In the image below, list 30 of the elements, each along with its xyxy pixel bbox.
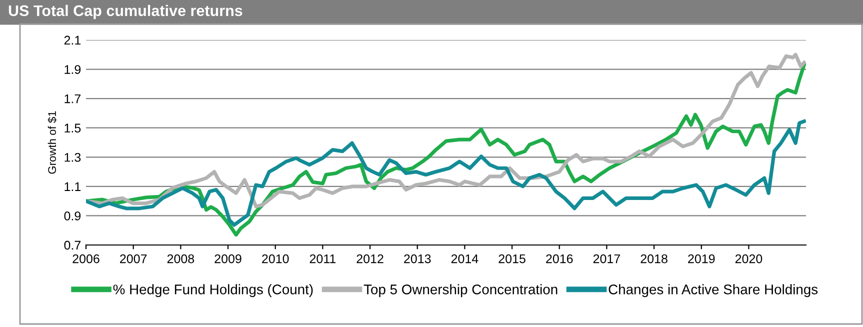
y-tick-label: 2.1: [64, 36, 81, 45]
x-tick-label: 2008: [167, 254, 194, 264]
x-tick-label: 2013: [404, 254, 431, 264]
line-series: [86, 119, 806, 227]
y-tick-label: 1.5: [64, 124, 81, 133]
x-tick-label: 2016: [546, 254, 573, 264]
x-tick-label: 2011: [310, 254, 336, 264]
x-tick-label: 2015: [498, 254, 526, 264]
y-tick-label: 1.1: [64, 182, 81, 191]
x-tick-label: 2006: [72, 254, 100, 264]
x-tick-label: 2020: [735, 254, 762, 264]
line-series: [86, 52, 806, 208]
y-tick-label: 0.9: [64, 212, 81, 220]
legend-label: Changes in Active Share Holdings: [608, 284, 818, 298]
x-tick-label: 2012: [356, 254, 384, 264]
y-tick-label: 1.7: [64, 94, 81, 104]
legend-label: Top 5 Ownership Concentration: [364, 284, 558, 298]
x-tick-label: 2014: [451, 254, 478, 264]
x-tick-label: 2019: [688, 254, 715, 264]
y-tick-label: 1.9: [64, 65, 81, 74]
x-tick-label: 2010: [262, 254, 289, 264]
y-axis-title: Growth of $1: [48, 111, 57, 174]
x-tick-label: 2007: [120, 254, 147, 264]
y-tick-label: 1.3: [64, 152, 81, 162]
chart-title: US Total Cap cumulative returns: [8, 4, 242, 20]
x-tick-label: 2017: [593, 254, 620, 264]
x-tick-label: 2018: [640, 254, 668, 264]
y-tick-label: 0.7: [64, 240, 81, 250]
x-tick-label: 2009: [214, 254, 242, 264]
legend-label: % Hedge Fund Holdings (Count): [113, 284, 313, 298]
